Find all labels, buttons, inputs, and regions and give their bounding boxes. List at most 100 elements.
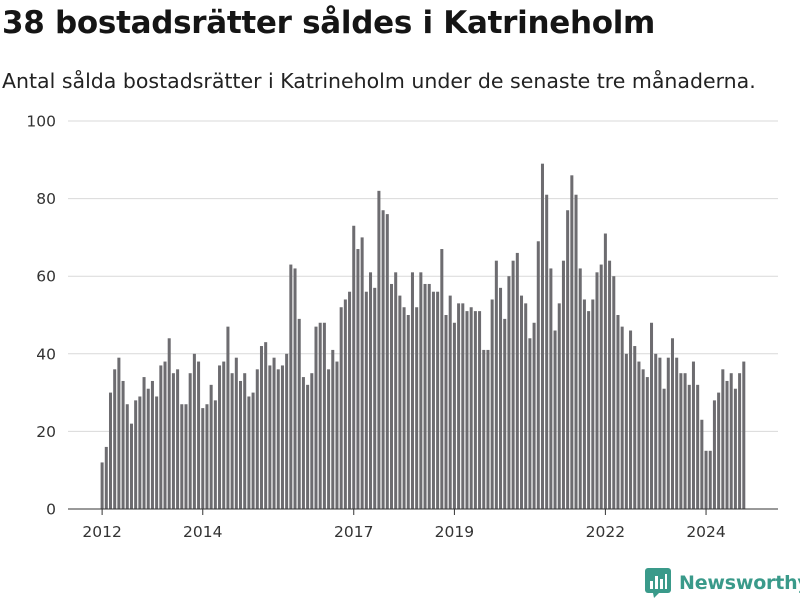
bar xyxy=(339,307,343,509)
bar xyxy=(641,369,645,509)
bar xyxy=(721,369,725,509)
bar xyxy=(108,392,113,509)
bar xyxy=(503,318,507,509)
bar xyxy=(264,342,268,509)
y-tick-label: 0 xyxy=(46,501,56,519)
chart-subtitle: Antal sålda bostadsrätter i Katrineholm … xyxy=(2,69,756,93)
bar xyxy=(377,190,381,509)
bar xyxy=(364,291,368,509)
bar xyxy=(499,287,503,509)
bar xyxy=(545,194,549,509)
bar xyxy=(218,365,222,509)
bar xyxy=(394,272,398,509)
bar xyxy=(465,311,469,509)
bar xyxy=(436,291,440,509)
bar xyxy=(155,396,159,509)
bar xyxy=(104,446,108,509)
bar xyxy=(645,377,649,509)
bar xyxy=(679,373,683,509)
bar xyxy=(125,404,129,509)
bar xyxy=(318,322,322,509)
bar xyxy=(192,353,196,509)
bar xyxy=(381,210,385,510)
bar xyxy=(201,408,205,509)
brand[interactable]: Newsworthy xyxy=(645,566,800,600)
bar xyxy=(100,462,104,509)
bar xyxy=(549,268,553,509)
bar xyxy=(167,338,171,509)
bar xyxy=(511,260,515,509)
bar xyxy=(348,291,352,509)
x-axis-ticks: 2012 2014 2017 2019 2022 2024 xyxy=(82,509,726,541)
chart-title: 38 bostadsrätter såldes i Katrineholm xyxy=(2,5,656,41)
bar xyxy=(687,384,691,509)
bar xyxy=(427,283,431,509)
bar xyxy=(704,450,708,509)
bar xyxy=(373,287,377,509)
y-tick-label: 80 xyxy=(36,190,56,208)
bar xyxy=(700,419,704,509)
bar xyxy=(729,373,733,509)
bar xyxy=(637,361,641,509)
bar xyxy=(134,400,138,509)
bar xyxy=(591,299,595,509)
bar xyxy=(683,373,687,509)
bar xyxy=(528,338,532,509)
bar xyxy=(398,295,402,509)
bar xyxy=(230,373,234,509)
bar xyxy=(289,264,293,509)
bar xyxy=(524,303,528,509)
bar xyxy=(536,241,540,509)
bar xyxy=(415,307,419,509)
bar xyxy=(599,264,603,509)
bar xyxy=(507,276,511,509)
bar xyxy=(423,283,427,509)
bar xyxy=(369,272,373,509)
bar xyxy=(629,330,633,509)
bar xyxy=(532,322,536,509)
bar xyxy=(566,210,570,510)
bar xyxy=(490,299,494,509)
bar xyxy=(138,396,142,509)
bar xyxy=(356,249,360,510)
bar xyxy=(570,175,574,509)
bar xyxy=(276,369,280,509)
bar xyxy=(520,295,524,509)
bar xyxy=(293,268,297,509)
bar xyxy=(259,346,263,509)
bar xyxy=(595,272,599,509)
bar xyxy=(239,380,243,509)
brand-name: Newsworthy xyxy=(679,572,800,594)
bar xyxy=(725,380,729,509)
bar xyxy=(343,299,347,509)
bar xyxy=(113,369,117,509)
bar xyxy=(209,384,213,509)
bar xyxy=(691,361,695,509)
bar xyxy=(331,349,335,509)
newsworthy-logo-icon xyxy=(645,568,671,598)
bar xyxy=(696,384,700,509)
x-tick-label: 2012 xyxy=(82,523,121,541)
bar xyxy=(205,404,209,509)
bar xyxy=(188,373,192,509)
bar xyxy=(478,311,482,509)
bar xyxy=(352,225,356,509)
x-tick-label: 2024 xyxy=(686,523,725,541)
bar xyxy=(419,272,423,509)
y-tick-label: 40 xyxy=(36,345,56,363)
bar xyxy=(385,214,389,509)
bar xyxy=(431,291,435,509)
bars xyxy=(100,163,746,510)
bar xyxy=(180,404,184,509)
bar xyxy=(389,283,394,509)
bar xyxy=(150,380,154,509)
bar xyxy=(146,388,150,509)
bar xyxy=(486,349,490,509)
annotations: 38 xyxy=(741,0,763,5)
x-tick-label: 2019 xyxy=(435,523,474,541)
bar xyxy=(461,303,465,509)
bar xyxy=(117,357,121,509)
bar xyxy=(129,423,133,509)
bar xyxy=(171,373,175,509)
